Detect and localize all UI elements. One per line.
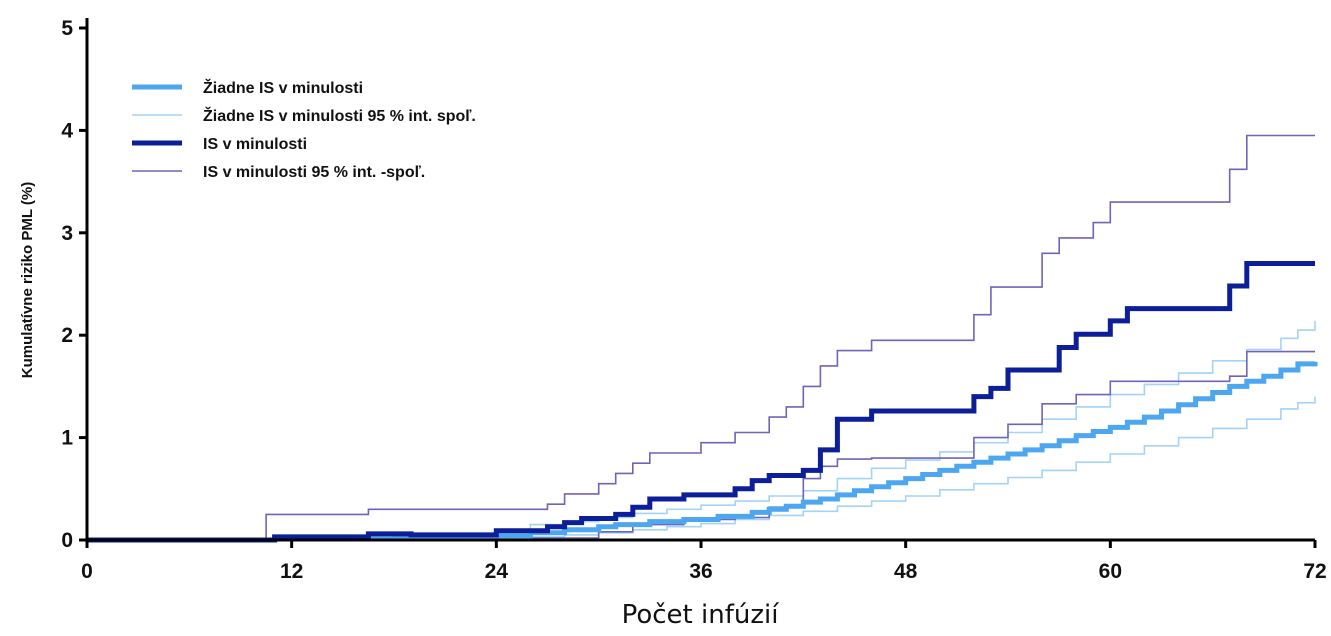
y-tick-label: 5 xyxy=(61,17,73,40)
legend-label: Žiadne IS v minulosti xyxy=(203,78,363,97)
y-tick-label: 3 xyxy=(61,222,73,245)
y-tick-label: 0 xyxy=(61,529,73,552)
x-axis-title: Počet infúzií xyxy=(622,600,780,630)
series-line-3 xyxy=(87,261,1315,543)
series-line-5 xyxy=(87,350,1315,541)
x-tick-label: 48 xyxy=(894,560,918,583)
y-tick-label: 2 xyxy=(61,324,73,347)
plot-series xyxy=(87,134,1318,543)
series-line-1 xyxy=(87,320,1316,541)
legend-label: IS v minulosti 95 % int. -spoľ. xyxy=(203,164,425,181)
y-tick-label: 1 xyxy=(61,427,73,450)
x-tick-label: 60 xyxy=(1099,560,1122,583)
series-line-4 xyxy=(87,134,1315,541)
legend: Žiadne IS v minulosti Žiadne IS v minulos… xyxy=(132,78,476,181)
y-ticks: 0 1 2 3 4 5 xyxy=(61,17,87,552)
x-ticks: 0 12 24 36 48 60 72 xyxy=(81,540,1327,583)
x-tick-label: 12 xyxy=(280,560,303,583)
legend-label: Žiadne IS v minulosti 95 % int. spoľ. xyxy=(203,106,476,125)
x-tick-label: 24 xyxy=(485,560,509,583)
y-axis-title: Kumulatívne riziko PML (%) xyxy=(19,182,36,378)
y-tick-label: 4 xyxy=(61,119,73,142)
legend-label: IS v minulosti xyxy=(203,136,307,153)
x-tick-label: 0 xyxy=(81,560,93,583)
series-line-0 xyxy=(87,361,1318,543)
x-tick-label: 36 xyxy=(689,560,712,583)
x-tick-label: 72 xyxy=(1303,560,1326,583)
